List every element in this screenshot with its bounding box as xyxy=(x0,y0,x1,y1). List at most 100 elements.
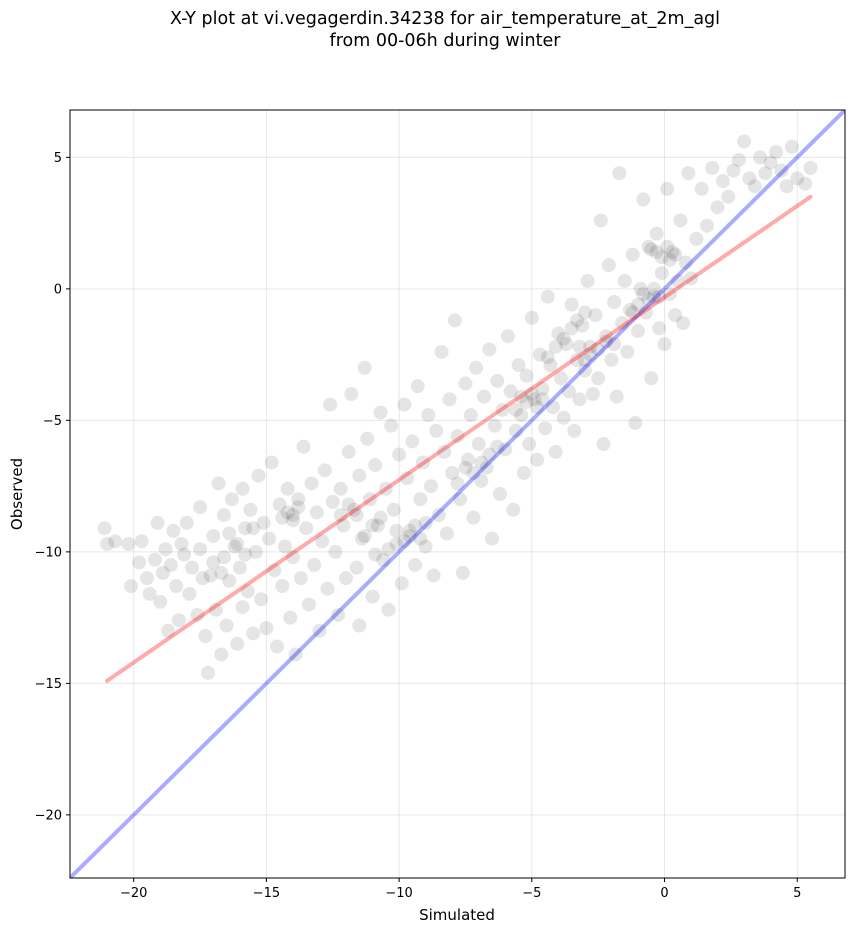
data-point-288 xyxy=(222,526,237,541)
data-point-167 xyxy=(556,410,571,425)
data-point-202 xyxy=(649,226,664,241)
data-point-150 xyxy=(511,358,526,373)
data-point-59 xyxy=(275,579,290,594)
data-point-157 xyxy=(530,452,545,467)
data-point-12 xyxy=(155,565,170,580)
data-point-251 xyxy=(524,387,539,402)
data-point-117 xyxy=(423,479,438,494)
data-point-111 xyxy=(408,558,423,573)
data-point-181 xyxy=(593,213,608,228)
data-point-160 xyxy=(538,421,553,436)
data-point-174 xyxy=(575,318,590,333)
data-point-183 xyxy=(599,329,614,344)
data-point-84 xyxy=(339,571,354,586)
data-point-105 xyxy=(392,447,407,462)
data-point-266 xyxy=(644,242,659,257)
data-point-18 xyxy=(171,613,186,628)
chart-title: X-Y plot at vi.vegagerdin.34238 for air_… xyxy=(169,9,721,29)
data-point-155 xyxy=(524,310,539,325)
data-point-211 xyxy=(673,213,688,228)
data-point-113 xyxy=(413,492,428,507)
data-point-137 xyxy=(477,389,492,404)
data-point-129 xyxy=(455,565,470,580)
data-point-263 xyxy=(654,250,669,265)
data-point-285 xyxy=(368,547,383,562)
data-point-200 xyxy=(644,371,659,386)
data-point-213 xyxy=(678,255,693,270)
data-point-29 xyxy=(201,665,216,680)
data-point-294 xyxy=(548,339,563,354)
data-point-107 xyxy=(397,397,412,412)
data-point-146 xyxy=(500,329,515,344)
data-point-82 xyxy=(333,481,348,496)
data-point-71 xyxy=(304,476,319,491)
data-point-265 xyxy=(668,247,683,262)
y-tick-label-4: 0 xyxy=(54,282,62,297)
data-point-148 xyxy=(506,502,521,517)
regression-line xyxy=(105,194,813,683)
reference-lines xyxy=(70,110,845,878)
data-point-152 xyxy=(516,465,531,480)
y-tick-label-5: 5 xyxy=(54,151,62,166)
data-point-185 xyxy=(604,352,619,367)
data-point-9 xyxy=(147,552,162,567)
data-point-50 xyxy=(251,468,266,483)
data-point-72 xyxy=(307,558,322,573)
data-point-101 xyxy=(381,602,396,617)
y-tick-label-1: −15 xyxy=(35,677,62,692)
data-point-63 xyxy=(285,508,300,523)
data-point-102 xyxy=(384,418,399,433)
data-point-88 xyxy=(349,560,364,575)
data-point-77 xyxy=(320,581,335,596)
data-point-156 xyxy=(527,392,542,407)
data-point-0 xyxy=(97,521,112,536)
data-point-272 xyxy=(607,337,622,352)
data-point-293 xyxy=(564,321,579,336)
data-point-189 xyxy=(615,316,630,331)
data-point-218 xyxy=(699,218,714,233)
data-point-268 xyxy=(591,342,606,357)
data-point-276 xyxy=(458,460,473,475)
data-point-81 xyxy=(331,607,346,622)
data-point-214 xyxy=(681,166,696,181)
data-point-261 xyxy=(625,305,640,320)
data-point-247 xyxy=(275,510,290,525)
data-point-260 xyxy=(652,289,667,304)
data-point-130 xyxy=(458,376,473,391)
data-point-162 xyxy=(543,358,558,373)
data-point-229 xyxy=(758,166,773,181)
data-point-210 xyxy=(670,273,685,288)
data-point-195 xyxy=(630,323,645,338)
data-point-257 xyxy=(636,287,651,302)
data-point-275 xyxy=(474,455,489,470)
data-point-83 xyxy=(336,518,351,533)
data-point-125 xyxy=(445,465,460,480)
data-point-282 xyxy=(357,529,372,544)
data-point-232 xyxy=(774,163,789,178)
data-point-126 xyxy=(447,313,462,328)
data-point-287 xyxy=(238,547,253,562)
data-point-226 xyxy=(742,171,757,186)
data-point-69 xyxy=(299,521,314,536)
data-point-159 xyxy=(535,381,550,396)
data-point-241 xyxy=(389,523,404,538)
y-axis-label: Observed xyxy=(8,458,26,530)
data-point-5 xyxy=(132,555,147,570)
data-point-250 xyxy=(519,394,534,409)
data-point-222 xyxy=(721,189,736,204)
data-point-78 xyxy=(323,397,338,412)
data-point-86 xyxy=(344,387,359,402)
data-point-147 xyxy=(503,384,518,399)
data-point-231 xyxy=(768,145,783,160)
data-point-296 xyxy=(540,350,555,365)
data-point-43 xyxy=(235,481,250,496)
data-point-21 xyxy=(179,515,194,530)
data-point-279 xyxy=(490,439,505,454)
data-point-99 xyxy=(376,552,391,567)
data-point-196 xyxy=(633,281,648,296)
data-point-212 xyxy=(676,316,691,331)
data-point-23 xyxy=(185,560,200,575)
data-point-242 xyxy=(413,531,428,546)
data-point-73 xyxy=(309,505,324,520)
data-point-6 xyxy=(134,534,149,549)
